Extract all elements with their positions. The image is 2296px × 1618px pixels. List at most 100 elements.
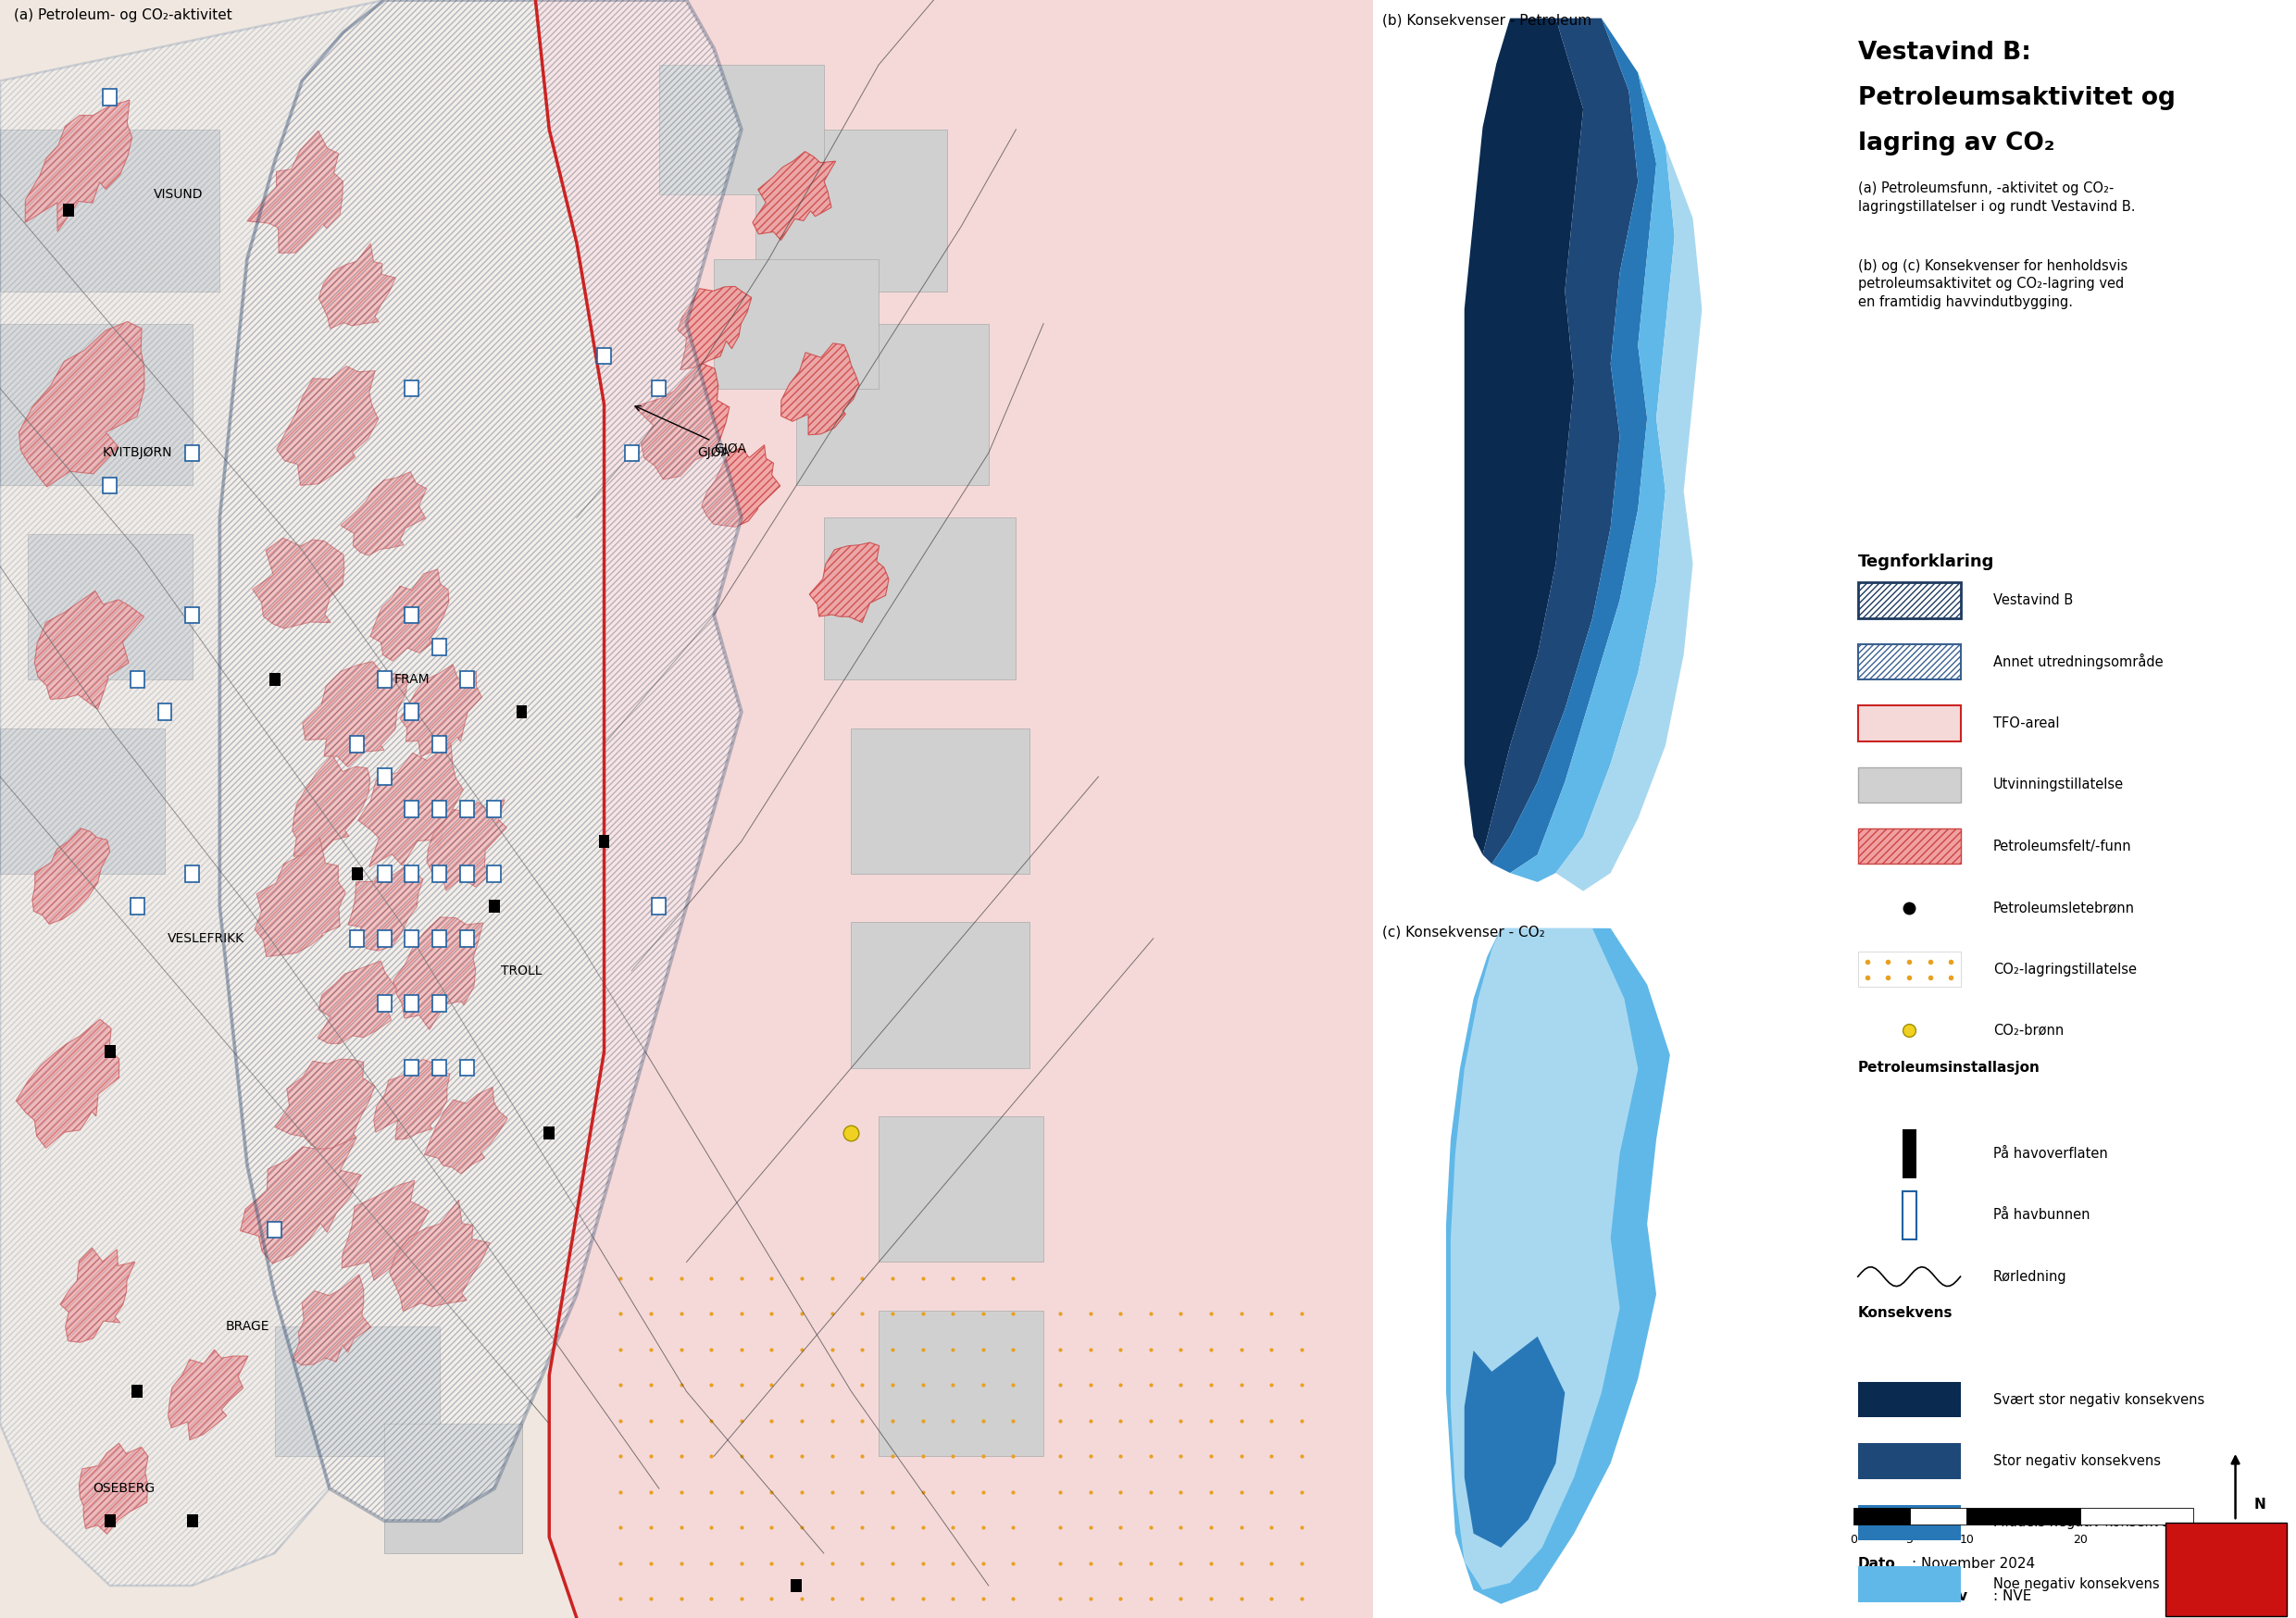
Text: VESLEFRIKK: VESLEFRIKK — [168, 932, 243, 945]
Bar — [377, 995, 390, 1011]
Polygon shape — [358, 743, 464, 867]
Bar — [64, 204, 73, 217]
Bar — [714, 259, 879, 388]
Bar — [377, 930, 390, 947]
Polygon shape — [292, 756, 370, 856]
Bar — [599, 835, 611, 848]
Polygon shape — [1511, 73, 1674, 882]
Bar — [404, 380, 418, 396]
Bar — [404, 995, 418, 1011]
Text: KVITBJØRN: KVITBJØRN — [103, 447, 172, 460]
Bar — [852, 728, 1029, 874]
Bar — [487, 801, 501, 817]
Text: Vestavind B: Vestavind B — [1993, 594, 2073, 607]
Polygon shape — [393, 917, 482, 1029]
Bar — [879, 1311, 1042, 1456]
Text: Tegnforklaring: Tegnforklaring — [1857, 553, 1995, 570]
Polygon shape — [1483, 18, 1637, 864]
Bar — [1857, 828, 1961, 864]
Polygon shape — [303, 662, 406, 767]
Text: På havbunnen: På havbunnen — [1993, 1209, 2089, 1222]
Text: (b) og (c) Konsekvenser for henholdsvis
petroleumsaktivitet og CO₂-lagring ved
e: (b) og (c) Konsekvenser for henholdsvis … — [1857, 259, 2128, 309]
Polygon shape — [677, 286, 751, 371]
Bar — [1968, 1508, 2080, 1524]
Polygon shape — [276, 1060, 374, 1152]
Polygon shape — [278, 366, 379, 485]
Bar — [459, 671, 473, 688]
Bar — [824, 518, 1017, 680]
Polygon shape — [703, 445, 781, 527]
Polygon shape — [317, 961, 397, 1044]
Text: Annet utredningsområde: Annet utredningsområde — [1993, 654, 2163, 670]
Text: TROLL: TROLL — [501, 964, 542, 977]
Bar — [432, 801, 445, 817]
Text: N: N — [2255, 1498, 2266, 1511]
Text: CO₂-lagringstillatelse: CO₂-lagringstillatelse — [1993, 963, 2138, 976]
Polygon shape — [374, 1060, 450, 1139]
Polygon shape — [425, 1087, 507, 1173]
Bar — [404, 801, 418, 817]
Bar — [597, 348, 611, 364]
Text: VISUND: VISUND — [154, 188, 204, 201]
Bar — [28, 534, 193, 680]
Bar — [377, 769, 390, 785]
Bar — [269, 673, 280, 686]
Bar — [652, 380, 666, 396]
Polygon shape — [18, 322, 145, 487]
Text: 10: 10 — [1958, 1534, 1975, 1545]
Text: (c) Konsekvenser - CO₂: (c) Konsekvenser - CO₂ — [1382, 925, 1545, 938]
Bar — [103, 89, 117, 105]
Bar — [103, 1045, 115, 1058]
Bar — [790, 1579, 801, 1592]
Bar — [103, 477, 117, 493]
Bar — [103, 1514, 115, 1527]
Polygon shape — [753, 152, 836, 241]
Polygon shape — [342, 1181, 429, 1280]
Text: : November 2024: : November 2024 — [1913, 1557, 2034, 1571]
Text: Noe negativ konsekvens: Noe negativ konsekvens — [1993, 1578, 2158, 1590]
Bar — [1901, 1129, 1917, 1178]
Text: FRAM: FRAM — [395, 673, 429, 686]
Bar — [131, 1385, 142, 1398]
Bar — [131, 898, 145, 914]
Polygon shape — [32, 828, 110, 924]
Bar — [0, 324, 193, 485]
Bar — [0, 129, 220, 291]
Text: OSEBERG: OSEBERG — [92, 1482, 154, 1495]
Polygon shape — [781, 343, 859, 435]
Bar — [131, 671, 145, 688]
Polygon shape — [60, 1247, 135, 1343]
Bar — [186, 1514, 197, 1527]
Bar — [625, 445, 638, 461]
Text: TFO-areal: TFO-areal — [1993, 717, 2060, 730]
Bar — [404, 930, 418, 947]
Bar — [2080, 1508, 2193, 1524]
Bar — [186, 607, 200, 623]
Bar — [487, 866, 501, 882]
Bar — [351, 867, 363, 880]
Polygon shape — [294, 1275, 372, 1366]
Text: Konsekvens: Konsekvens — [1857, 1306, 1954, 1320]
Bar — [432, 1060, 445, 1076]
Text: Petroleumsinstallasjon: Petroleumsinstallasjon — [1857, 1060, 2041, 1074]
Bar — [432, 930, 445, 947]
Polygon shape — [220, 0, 742, 1521]
Polygon shape — [390, 1201, 489, 1311]
Bar — [1857, 1566, 1961, 1602]
Text: Petroleumsletebrønn: Petroleumsletebrønn — [1993, 901, 2135, 914]
Text: (b) Konsekvenser - Petroleum: (b) Konsekvenser - Petroleum — [1382, 13, 1591, 28]
Polygon shape — [319, 243, 395, 328]
Bar — [1857, 1443, 1961, 1479]
Polygon shape — [1465, 18, 1584, 854]
Text: 30 km: 30 km — [2174, 1534, 2211, 1545]
Polygon shape — [78, 1443, 149, 1534]
Bar — [1857, 767, 1961, 803]
Bar — [459, 1060, 473, 1076]
Polygon shape — [535, 0, 1373, 1618]
Text: Middels negativ konsekvens: Middels negativ konsekvens — [1993, 1516, 2183, 1529]
Bar — [158, 704, 172, 720]
Text: 20: 20 — [2073, 1534, 2087, 1545]
Bar — [852, 922, 1029, 1068]
Polygon shape — [168, 1349, 248, 1440]
Text: 5: 5 — [1906, 1534, 1913, 1545]
